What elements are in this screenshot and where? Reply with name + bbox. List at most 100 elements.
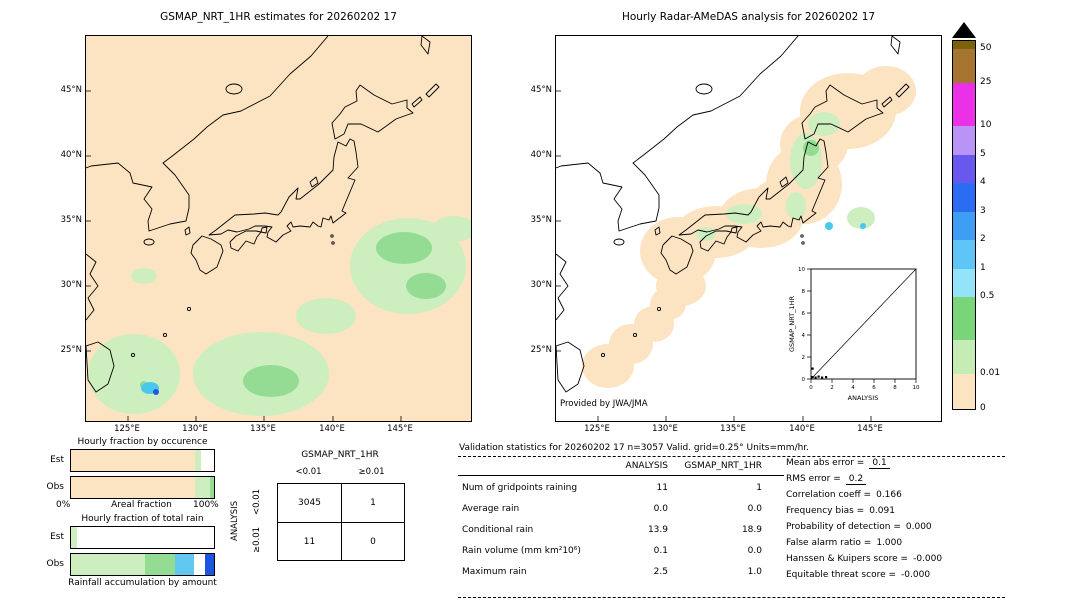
stats-row-label: Num of gridpoints raining xyxy=(462,483,578,493)
honshu-coastline xyxy=(208,138,359,243)
izu-island-2 xyxy=(331,241,335,245)
stats-row-analysis-value: 0.1 xyxy=(653,546,668,556)
okinawa-island xyxy=(162,332,168,338)
colorbar-label-0.5: 0.5 xyxy=(980,291,995,301)
right-map-svg: 0 2 4 6 8 10 0 2 4 6 8 10 ANALYSIS GSMAP… xyxy=(556,36,920,421)
sado-island xyxy=(309,176,319,188)
kyushu-coastline xyxy=(190,235,224,275)
occurrence-x-max: 100% xyxy=(193,500,219,510)
stats-row-analysis-value: 2.5 xyxy=(653,567,668,577)
metric-correlation-coeff: Correlation coeff = 0.166 xyxy=(786,490,902,500)
inset-scatter: 0 2 4 6 8 10 0 2 4 6 8 10 ANALYSIS GSMAP… xyxy=(788,267,920,402)
colorbar-label-10: 10 xyxy=(980,120,992,130)
inset-x-tick-6: 6 xyxy=(872,385,876,391)
metric-label: Frequency bias = xyxy=(786,506,865,516)
totalrain-est-bar xyxy=(70,526,215,549)
stats-row-gsmap-value: 0.0 xyxy=(747,546,762,556)
bar-segment xyxy=(195,450,202,471)
metric-false-alarm-ratio: False alarm ratio = 1.000 xyxy=(786,538,902,548)
contingency-col-header-lt: <0.01 xyxy=(295,467,322,477)
contingency-table: 3045 1 11 0 xyxy=(277,483,405,561)
stats-row-label: Average rain xyxy=(462,504,520,514)
metric-frequency-bias: Frequency bias = 0.091 xyxy=(786,506,895,516)
metric-label: Equitable threat score = xyxy=(786,570,897,580)
stats-row-analysis-value: 11 xyxy=(656,483,668,493)
inset-y-tick-6: 6 xyxy=(802,311,806,317)
right-map: 0 2 4 6 8 10 0 2 4 6 8 10 ANALYSIS GSMAP… xyxy=(555,35,942,422)
bar-segment xyxy=(209,477,214,498)
metric-value: 0.091 xyxy=(869,506,895,516)
left-lat-45: 45°N xyxy=(60,85,82,95)
awaji-island xyxy=(260,226,268,234)
sakhalin-coastline xyxy=(420,36,431,55)
totalrain-obs-label: Obs xyxy=(46,559,65,569)
stats-col-gsmap: GSMAP_NRT_1HR xyxy=(684,461,762,471)
occurrence-chart-title: Hourly fraction by occurence xyxy=(77,437,208,447)
metric-hanssen-kuipers: Hanssen & Kuipers score = -0.000 xyxy=(786,554,942,564)
occurrence-obs-bar xyxy=(70,476,215,499)
stats-col-analysis: ANALYSIS xyxy=(625,461,668,471)
metric-value: -0.000 xyxy=(913,554,943,564)
continent-coastline xyxy=(86,36,329,232)
bar-segment xyxy=(71,527,77,548)
stats-row-gsmap-value: 1.0 xyxy=(747,567,762,577)
occurrence-obs-label: Obs xyxy=(46,482,65,492)
colorbar-label-50: 50 xyxy=(980,43,992,53)
stats-row-label: Maximum rain xyxy=(462,567,527,577)
right-lon-125: 125°E xyxy=(584,424,610,434)
bar-segment xyxy=(71,477,196,498)
colorbar-seg xyxy=(953,340,975,374)
left-lon-125: 125°E xyxy=(114,424,140,434)
contingency-title: GSMAP_NRT_1HR xyxy=(301,450,379,460)
metric-label: Correlation coeff = xyxy=(786,490,872,500)
right-map-title: Hourly Radar-AMeDAS analysis for 2026020… xyxy=(621,11,876,23)
colorbar-seg xyxy=(953,41,975,49)
stats-row-gsmap-value: 18.9 xyxy=(741,525,762,535)
colorbar-seg xyxy=(953,297,975,340)
colorbar-label-5: 5 xyxy=(980,149,986,159)
right-lat-40: 40°N xyxy=(530,150,552,160)
colorbar-label-2: 2 xyxy=(980,234,986,244)
contingency-cell-11: 0 xyxy=(341,522,404,560)
metric-rms-error: RMS error = 0.2 xyxy=(786,474,867,485)
left-lon-135: 135°E xyxy=(250,424,276,434)
bar-segment xyxy=(195,477,210,498)
contingency-row-header-lt: <0.01 xyxy=(252,488,262,516)
left-lat-25: 25°N xyxy=(60,345,82,355)
stats-row-analysis-value: 0.0 xyxy=(653,504,668,514)
colorbar-seg xyxy=(953,126,975,155)
colorbar-seg xyxy=(953,183,975,212)
bar-segment xyxy=(194,554,205,575)
stats-header-underline xyxy=(458,475,784,476)
inset-ylabel: GSMAP_NRT_1HR xyxy=(788,295,796,352)
left-lon-145: 145°E xyxy=(387,424,413,434)
china-coastline xyxy=(86,253,99,321)
left-lat-30: 30°N xyxy=(60,280,82,290)
colorbar-seg xyxy=(953,374,975,409)
bar-segment xyxy=(71,450,196,471)
colorbar-label-4: 4 xyxy=(980,177,986,187)
stats-row-gsmap-value: 0.0 xyxy=(747,504,762,514)
miyako-island xyxy=(130,352,136,358)
metric-value: 0.000 xyxy=(905,522,932,532)
lake-khanka xyxy=(225,83,243,95)
colorbar-seg xyxy=(953,155,975,183)
diagonal-line xyxy=(810,268,917,380)
izu-island xyxy=(330,234,334,238)
inset-tick-labels: 0 2 4 6 8 10 0 2 4 6 8 10 xyxy=(798,267,920,391)
occurrence-x-label: Areal fraction xyxy=(111,500,172,510)
totalrain-est-label: Est xyxy=(50,532,64,542)
metric-value: -0.000 xyxy=(901,570,931,580)
bar-segment xyxy=(145,554,176,575)
inset-y-tick-2: 2 xyxy=(802,355,806,361)
inset-y-tick-0: 0 xyxy=(802,377,806,383)
colorbar-label-1: 1 xyxy=(980,263,986,273)
colorbar-seg xyxy=(953,212,975,240)
cheju-island xyxy=(143,238,155,246)
right-lat-45: 45°N xyxy=(530,85,552,95)
occurrence-x-min: 0% xyxy=(56,500,71,510)
left-map xyxy=(85,35,472,422)
data-credit: Provided by JWA/JMA xyxy=(560,399,648,409)
inset-y-tick-10: 10 xyxy=(798,267,805,273)
